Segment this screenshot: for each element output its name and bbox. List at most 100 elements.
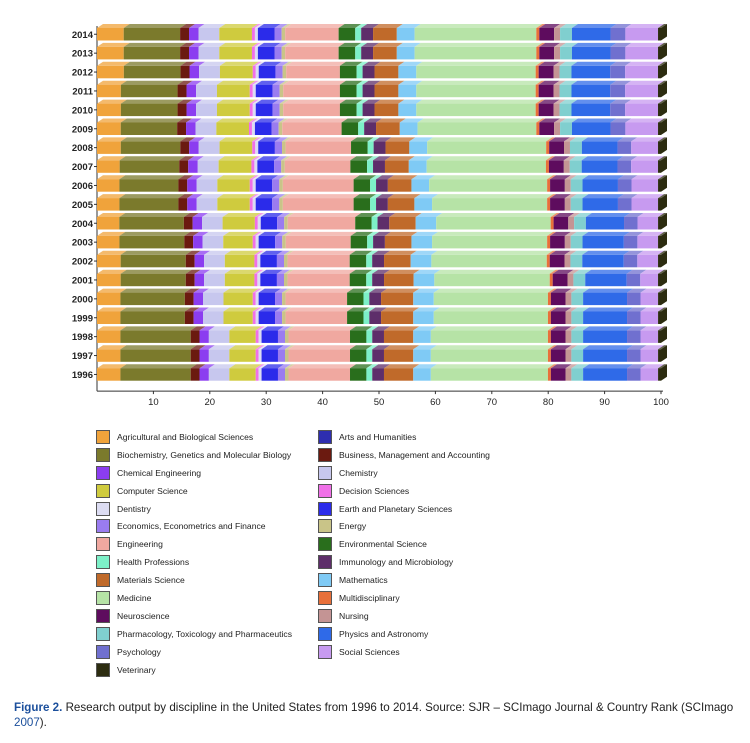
bar-segment: [610, 99, 632, 117]
bar-segment: [217, 175, 256, 192]
legend-label: Medicine: [117, 592, 152, 603]
bar-segment: [282, 61, 293, 79]
bar-segment: [631, 175, 665, 192]
legend-item: Energy: [318, 517, 528, 535]
bar-segment: [413, 307, 440, 324]
bar-segment: [252, 307, 262, 324]
bar-segment: [119, 213, 190, 230]
bar-segment: [229, 326, 262, 343]
bar-segment: [640, 364, 665, 381]
bar-segment: [285, 307, 354, 324]
bar-segment: [271, 118, 285, 135]
bar-segment: [560, 42, 578, 60]
bar-segment: [97, 288, 127, 306]
bar-segment: [194, 269, 211, 287]
bar-segment: [184, 288, 200, 306]
bar-segment: [279, 80, 290, 98]
bar-end-cap: [661, 99, 667, 117]
x-tick-label: 30: [261, 397, 272, 408]
bar-segment: [252, 288, 262, 306]
bar-segment: [358, 118, 371, 135]
bar-segment: [272, 80, 286, 98]
bar-segment: [362, 99, 381, 117]
bar-segment: [625, 99, 665, 117]
bar-segment: [571, 61, 617, 79]
bar-segment: [287, 213, 362, 230]
bar-segment: [277, 326, 291, 343]
legend-swatch: [96, 483, 110, 498]
bar-segment: [97, 99, 127, 117]
bar-segment: [571, 42, 617, 60]
y-tick-label: 2005: [72, 200, 94, 211]
bar-segment: [569, 137, 588, 154]
bar-segment: [536, 24, 546, 41]
bar-segment: [569, 156, 588, 173]
bar-segment: [547, 307, 557, 324]
bar-segment: [369, 307, 388, 324]
bar-end-cap: [661, 194, 667, 211]
legend-item: Engineering: [96, 535, 306, 553]
y-tick-label: 2010: [72, 105, 93, 116]
bar-segment: [547, 175, 557, 192]
bar-segment: [535, 99, 545, 117]
bar-segment: [433, 288, 554, 306]
bar-segment: [186, 99, 203, 117]
bar-segment: [361, 24, 380, 41]
bar-segment: [547, 364, 557, 381]
bar-segment: [284, 269, 294, 287]
bar-segment: [372, 345, 390, 362]
legend-label: Physics and Astronomy: [339, 628, 429, 639]
bar-segment: [275, 61, 289, 79]
y-tick-label: 1998: [72, 332, 93, 343]
bar-segment: [374, 80, 405, 98]
caption-reference-year[interactable]: 2007: [14, 716, 40, 729]
bar-segment: [190, 364, 206, 381]
bar-segment: [218, 156, 258, 173]
bar-segment: [560, 118, 578, 135]
bar-segment: [356, 80, 369, 98]
bar-segment: [196, 99, 223, 117]
legend-item: Earth and Planetary Sciences: [318, 500, 528, 518]
bar-segment: [178, 175, 194, 192]
bar-segment: [198, 24, 226, 41]
legend-swatch: [96, 537, 110, 552]
bar-segment: [193, 307, 210, 324]
bar-segment: [367, 137, 380, 154]
bar-segment: [186, 118, 202, 135]
bar-segment: [204, 250, 231, 268]
bar-segment: [413, 288, 440, 306]
bar-segment: [367, 231, 380, 249]
bar-segment: [258, 231, 282, 249]
bar-segment: [372, 364, 390, 381]
figure-caption: Figure 2. Research output by discipline …: [14, 700, 739, 730]
bar-segment: [387, 175, 418, 192]
bar-segment: [389, 213, 422, 230]
y-tick-label: 2009: [72, 124, 93, 135]
bar-segment: [281, 156, 291, 173]
bar-segment: [658, 288, 667, 306]
x-tick-label: 20: [205, 397, 216, 408]
bar-segment: [255, 364, 265, 381]
legend-label: Dentistry: [117, 503, 151, 514]
bar-segment: [339, 61, 363, 79]
bar-segment: [185, 250, 201, 268]
bar-segment: [581, 156, 624, 173]
legend-label: Social Sciences: [339, 646, 400, 657]
bar-segment: [610, 80, 632, 98]
caption-text: Research output by discipline in the Uni…: [65, 701, 734, 714]
bar-segment: [97, 269, 127, 287]
bar-segment: [282, 175, 360, 192]
bar-segment: [564, 175, 577, 192]
bar-end-cap: [661, 307, 667, 324]
bar-segment: [255, 137, 265, 154]
bar-segment: [258, 137, 281, 154]
bar-segment: [637, 213, 665, 230]
bar-segment: [120, 269, 192, 287]
bar-segment: [347, 288, 370, 306]
bar-end-cap: [661, 80, 667, 98]
bar-segment: [640, 345, 665, 362]
bar-segment: [550, 213, 560, 230]
bar-segment: [189, 24, 205, 41]
bar-segment: [625, 118, 665, 135]
bar-segment: [384, 231, 418, 249]
